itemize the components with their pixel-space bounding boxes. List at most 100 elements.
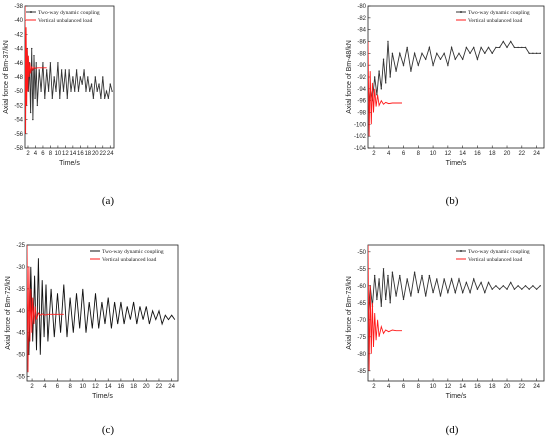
series-point bbox=[70, 90, 72, 92]
series-point bbox=[458, 278, 460, 280]
x-tick-label: 12 bbox=[445, 151, 452, 157]
legend-label: Two-way dynamic coupling bbox=[102, 249, 164, 255]
series-point bbox=[102, 76, 104, 78]
y-tick-label: -70 bbox=[357, 318, 366, 324]
y-tick-label: -65 bbox=[357, 301, 366, 307]
series-point bbox=[447, 64, 449, 66]
series-point bbox=[476, 288, 479, 290]
series-point bbox=[491, 52, 493, 55]
legend-marker bbox=[460, 250, 462, 252]
series-point bbox=[395, 70, 397, 72]
series-point bbox=[96, 90, 98, 92]
series-point bbox=[34, 97, 36, 100]
series-point bbox=[32, 118, 34, 121]
series-point bbox=[100, 97, 102, 100]
x-tick-label: 6 bbox=[402, 384, 406, 390]
series-point bbox=[521, 288, 523, 290]
series-point bbox=[465, 46, 468, 49]
x-tick-label: 4 bbox=[387, 384, 391, 390]
series-point bbox=[385, 298, 387, 301]
series-point bbox=[495, 285, 497, 287]
y-tick-label: -104 bbox=[354, 146, 367, 152]
series-point bbox=[402, 298, 405, 301]
chart-panel-3: -55-50-45-40-35-30-252 4 6 8 10 12 14 16 18 20 22 2… bbox=[5, 243, 179, 436]
panel-caption: (d) bbox=[446, 424, 459, 436]
series-point bbox=[484, 52, 486, 55]
series-point bbox=[510, 281, 512, 284]
series-point bbox=[103, 97, 106, 100]
y-tick-label: -92 bbox=[357, 75, 366, 81]
series-point bbox=[380, 88, 383, 90]
series-line-1 bbox=[25, 48, 113, 120]
series-point bbox=[424, 58, 427, 60]
series-point bbox=[535, 288, 538, 290]
series-point bbox=[98, 83, 100, 85]
series-point bbox=[498, 288, 501, 290]
series-point bbox=[62, 90, 65, 92]
series-point bbox=[417, 291, 419, 294]
series-point bbox=[528, 52, 530, 55]
series-point bbox=[44, 97, 46, 100]
x-tick-label: 22 bbox=[518, 384, 525, 390]
y-tick-label: -60 bbox=[357, 284, 366, 290]
x-tick-label: 4 bbox=[43, 384, 47, 390]
series-point bbox=[487, 281, 490, 284]
series-point bbox=[88, 90, 91, 92]
y-tick-label: -56 bbox=[14, 132, 23, 138]
series-point bbox=[424, 295, 427, 297]
series-point bbox=[532, 285, 534, 287]
y-tick-label: -55 bbox=[357, 267, 366, 273]
x-tick-label: 4 bbox=[34, 151, 38, 157]
series-point bbox=[29, 111, 32, 114]
y-axis-label: Axial force of Bm-72/kN bbox=[5, 276, 12, 350]
y-tick-label: -90 bbox=[357, 63, 366, 69]
y-tick-label: -55 bbox=[16, 375, 25, 381]
series-point bbox=[85, 90, 87, 92]
series-point bbox=[510, 40, 512, 43]
series-point bbox=[402, 64, 405, 66]
y-tick-label: -80 bbox=[357, 4, 366, 10]
series-point bbox=[376, 298, 378, 301]
series-point bbox=[373, 76, 376, 78]
x-tick-label: 6 bbox=[41, 151, 45, 157]
series-line-2 bbox=[25, 6, 47, 134]
y-tick-label: -35 bbox=[16, 287, 25, 293]
series-point bbox=[31, 47, 33, 50]
series-point bbox=[94, 76, 97, 78]
y-tick-label: -85 bbox=[357, 369, 366, 375]
panel-caption: (a) bbox=[102, 195, 115, 207]
x-tick-label: 8 bbox=[68, 384, 72, 390]
series-point bbox=[528, 288, 530, 290]
series-point bbox=[439, 58, 442, 60]
series-point bbox=[35, 62, 37, 64]
series-line-1 bbox=[368, 40, 541, 113]
series-point bbox=[539, 285, 542, 287]
series-point bbox=[461, 291, 464, 294]
x-tick-label: 2 bbox=[372, 151, 376, 157]
series-point bbox=[382, 58, 385, 60]
series-point bbox=[524, 285, 527, 287]
series-point bbox=[539, 52, 542, 55]
series-point bbox=[447, 291, 449, 294]
series-point bbox=[33, 55, 35, 57]
x-tick-label: 10 bbox=[430, 151, 437, 157]
series-point bbox=[410, 70, 412, 72]
x-tick-label: 22 bbox=[99, 151, 106, 157]
x-tick-label: 14 bbox=[70, 151, 77, 157]
y-tick-label: -25 bbox=[16, 243, 25, 249]
series-point bbox=[382, 268, 385, 270]
series-point bbox=[473, 278, 475, 280]
series-point bbox=[436, 278, 438, 280]
x-tick-label: 22 bbox=[156, 384, 163, 390]
series-point bbox=[47, 90, 50, 92]
series-point bbox=[443, 278, 445, 280]
y-tick-label: -98 bbox=[357, 111, 366, 117]
y-tick-label: -44 bbox=[14, 47, 23, 53]
series-point bbox=[454, 58, 456, 60]
series-point bbox=[53, 76, 55, 78]
series-point bbox=[413, 271, 416, 273]
series-point bbox=[83, 69, 85, 71]
series-point bbox=[399, 274, 401, 277]
x-tick-label: 10 bbox=[55, 151, 62, 157]
